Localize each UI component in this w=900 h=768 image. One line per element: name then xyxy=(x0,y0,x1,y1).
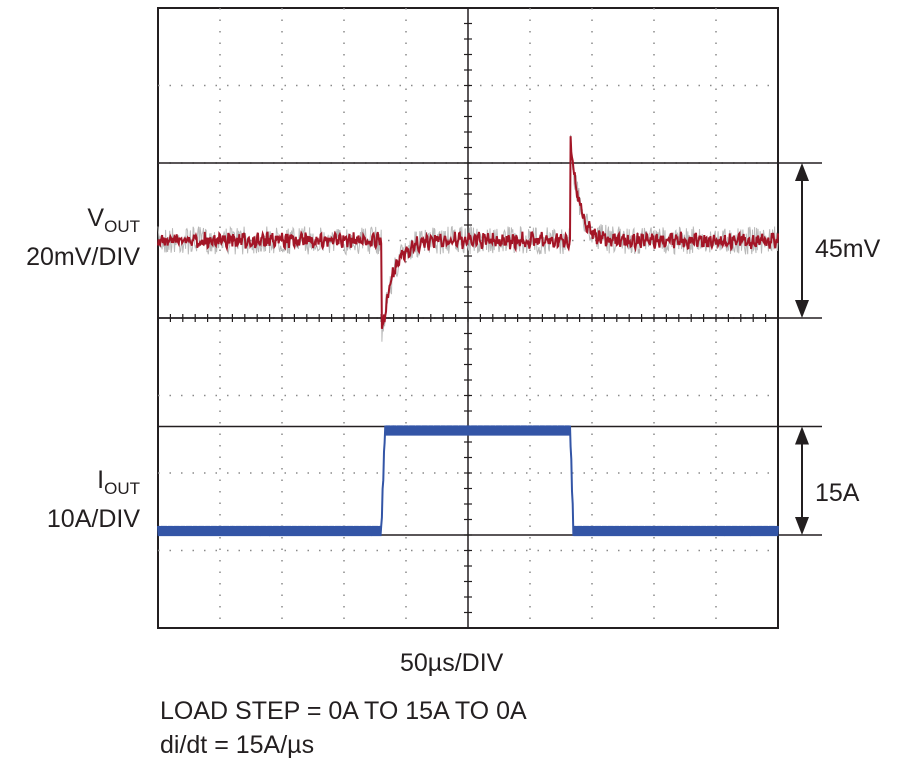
reference-lines xyxy=(158,162,822,536)
iout-trace xyxy=(157,425,779,537)
traces xyxy=(157,134,779,537)
time-scale-label: 50µs/DIV xyxy=(400,649,504,677)
iout-step-arrow xyxy=(795,426,809,535)
vout-noise-envelope xyxy=(157,134,779,342)
iout-channel-label: IOUT 10A/DIV xyxy=(0,465,140,534)
vout-deviation-arrow-head-down xyxy=(795,300,809,318)
vout-trace xyxy=(157,136,779,329)
iout-step-arrow-head-up xyxy=(795,426,809,445)
iout-name-subscript: OUT xyxy=(104,479,140,498)
vout-deviation-arrow xyxy=(795,163,809,318)
didt-note: di/dt = 15A/µs xyxy=(160,731,315,759)
iout-step-label: 15A xyxy=(815,479,860,507)
vout-name: V xyxy=(87,204,105,232)
vout-deviation-arrow-head-up xyxy=(795,163,809,181)
load-step-note: LOAD STEP = 0A TO 15A TO 0A xyxy=(160,697,527,725)
annotations xyxy=(795,163,809,535)
vout-scale-label: 20mV/DIV xyxy=(26,243,140,271)
vout-channel-label: VOUT 20mV/DIV xyxy=(0,203,140,272)
iout-step-arrow-head-down xyxy=(795,517,809,535)
vout-name-subscript: OUT xyxy=(104,217,140,236)
vout-deviation-label: 45mV xyxy=(815,235,881,263)
iout-scale-label: 10A/DIV xyxy=(46,505,140,533)
iout-name: I xyxy=(97,466,105,494)
